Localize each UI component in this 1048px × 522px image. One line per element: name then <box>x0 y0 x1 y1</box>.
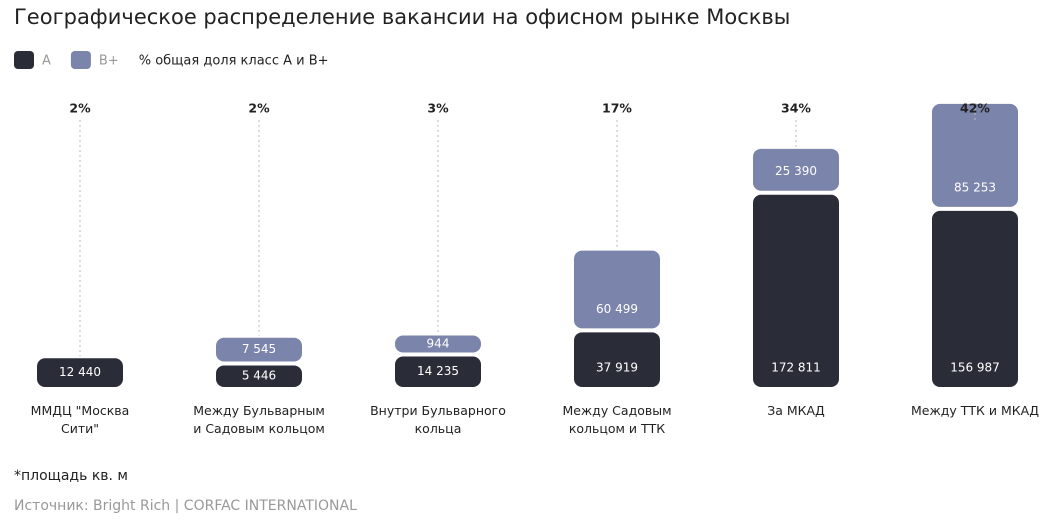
bar-segment <box>395 356 481 387</box>
category-label: Между ТТК и МКАД <box>911 403 1039 418</box>
value-label: 60 499 <box>596 302 638 316</box>
share-label: 42% <box>960 101 990 116</box>
legend-swatch <box>70 51 91 69</box>
category-label: ММДЦ "Москва Сити" <box>30 403 130 436</box>
bar-segment <box>932 103 1018 207</box>
bar-segment <box>395 335 481 353</box>
value-label: 944 <box>427 336 450 350</box>
value-label: 14 235 <box>417 364 459 378</box>
bar-segment <box>574 250 660 329</box>
share-label: 2% <box>69 101 91 116</box>
category-label: Между Бульварным и Садовым кольцом <box>193 403 325 436</box>
value-label: 12 440 <box>59 365 101 379</box>
category-label: Внутри Бульварного кольца <box>370 403 506 436</box>
value-label: 85 253 <box>954 180 996 194</box>
share-label: 2% <box>248 101 270 116</box>
value-label: 5 446 <box>242 369 276 383</box>
bar-segment <box>932 210 1018 387</box>
chart-title: Географическое распределение вакансии на… <box>14 5 790 29</box>
bar-segment <box>574 332 660 387</box>
legend-swatch <box>14 51 34 69</box>
source: Источник: Bright Rich | CORFAC INTERNATI… <box>14 498 357 514</box>
share-label: 3% <box>427 101 449 116</box>
value-label: 37 919 <box>596 361 638 375</box>
share-label: 17% <box>602 101 632 116</box>
footnote: *площадь кв. м <box>14 468 128 484</box>
value-label: 172 811 <box>771 361 821 375</box>
value-label: 7 545 <box>242 342 276 356</box>
legend-label: А <box>42 54 51 69</box>
value-label: 156 987 <box>950 361 1000 375</box>
share-label: 34% <box>781 101 811 116</box>
legend-label: B+ <box>99 54 119 69</box>
value-label: 25 390 <box>775 164 817 178</box>
bar-segment <box>753 194 839 387</box>
bar-segment <box>753 148 839 191</box>
bar-segment <box>37 358 123 387</box>
legend-label: % общая доля класс А и В+ <box>139 54 329 69</box>
category-label: За МКАД <box>767 403 825 418</box>
bar-segment <box>216 365 302 387</box>
category-label: Между Садовым кольцом и ТТК <box>562 403 672 436</box>
bar-segment <box>216 337 302 362</box>
